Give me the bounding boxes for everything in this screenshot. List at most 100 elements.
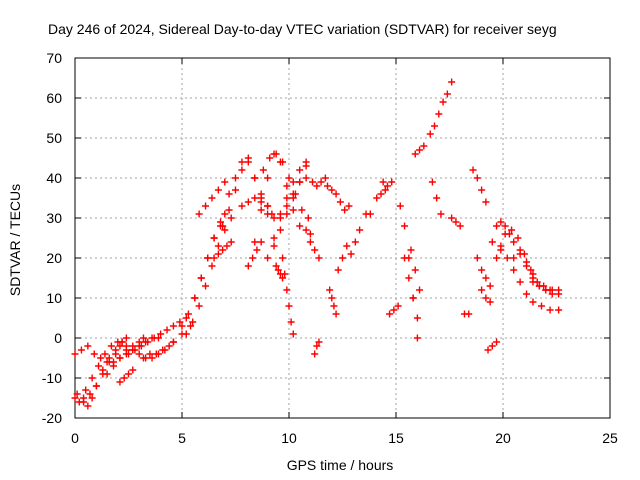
data-point [270, 214, 278, 222]
data-point [139, 334, 147, 342]
data-point [84, 342, 92, 350]
data-point [95, 362, 103, 370]
data-point [366, 210, 374, 218]
series-arc-03 [73, 342, 124, 402]
data-point [542, 286, 550, 294]
data-point [416, 146, 424, 154]
data-point [191, 294, 199, 302]
data-point [195, 210, 203, 218]
data-point [223, 242, 231, 250]
data-point [401, 222, 409, 230]
data-point [548, 290, 556, 298]
data-point [478, 186, 486, 194]
data-point [302, 162, 310, 170]
data-point [296, 166, 304, 174]
series-arc-37 [401, 254, 421, 322]
data-point [283, 286, 291, 294]
data-point [341, 206, 349, 214]
data-point [405, 274, 413, 282]
data-point [538, 302, 546, 310]
data-point [555, 306, 563, 314]
data-point [227, 214, 235, 222]
x-tick-label: 15 [388, 430, 404, 446]
data-point [107, 342, 115, 350]
data-point [296, 222, 304, 230]
data-point [276, 270, 284, 278]
series-arc-29 [326, 286, 340, 318]
series-arc-33 [373, 186, 389, 202]
data-point [488, 238, 496, 246]
data-point [221, 210, 229, 218]
series-arc-24 [272, 262, 287, 282]
data-point [251, 174, 259, 182]
data-point [328, 186, 336, 194]
data-point [88, 374, 96, 382]
y-tick-labels: -20 -10 0 10 20 30 40 50 60 70 [42, 50, 62, 426]
data-point [510, 238, 518, 246]
data-point [157, 330, 165, 338]
data-point [71, 350, 79, 358]
series-arc-39 [411, 142, 428, 158]
data-point [232, 174, 239, 182]
data-point [347, 250, 355, 258]
axes [74, 57, 611, 419]
series-arc-32 [362, 210, 374, 218]
data-point [84, 402, 92, 410]
data-point [105, 358, 113, 366]
data-point [501, 222, 509, 230]
y-tick-label: -20 [42, 410, 62, 426]
data-point [514, 234, 522, 242]
data-points [71, 78, 563, 410]
data-point [386, 310, 394, 318]
data-point [527, 266, 535, 274]
data-point [214, 242, 222, 250]
data-point [431, 122, 439, 130]
data-point [334, 266, 342, 274]
y-tick-label: 0 [54, 330, 62, 346]
data-point [169, 338, 177, 346]
series-arc-25 [309, 174, 329, 190]
data-point [103, 370, 111, 378]
data-point [439, 98, 447, 106]
data-point [86, 390, 94, 398]
y-tick-label: 10 [46, 290, 62, 306]
series-arc-38 [407, 246, 424, 294]
data-point [328, 294, 336, 302]
data-point [493, 254, 501, 262]
data-point [304, 214, 312, 222]
data-point [289, 178, 297, 186]
data-point [510, 266, 518, 274]
data-point [264, 254, 272, 262]
series-arc-11 [182, 214, 235, 338]
plot-frame [74, 57, 611, 419]
series-arc-27 [311, 338, 323, 358]
data-point [356, 226, 364, 234]
series-arc-47 [497, 246, 563, 314]
data-point [482, 294, 490, 302]
data-point [493, 338, 501, 346]
data-point [321, 174, 329, 182]
x-tick-label: 0 [71, 430, 79, 446]
data-point [238, 202, 246, 210]
data-point [296, 178, 304, 186]
data-point [225, 206, 233, 214]
series-arc-21 [264, 158, 310, 262]
x-tick-label: 5 [178, 430, 186, 446]
x-axis-label: GPS time / hours [287, 457, 394, 473]
data-point [529, 278, 537, 286]
data-point [238, 158, 246, 166]
y-axis-label: SDTVAR / TECUs [7, 184, 23, 296]
data-point [443, 90, 451, 98]
x-tick-label: 10 [281, 430, 297, 446]
data-point [379, 178, 387, 186]
data-point [486, 282, 494, 290]
data-point [493, 222, 501, 230]
data-point [195, 302, 203, 310]
series-arc-50 [460, 310, 473, 318]
series-arc-12 [191, 222, 225, 302]
data-point [251, 194, 259, 202]
x-tick-label: 25 [602, 430, 618, 446]
data-point [214, 186, 222, 194]
data-point [508, 226, 516, 234]
data-point [484, 346, 492, 354]
